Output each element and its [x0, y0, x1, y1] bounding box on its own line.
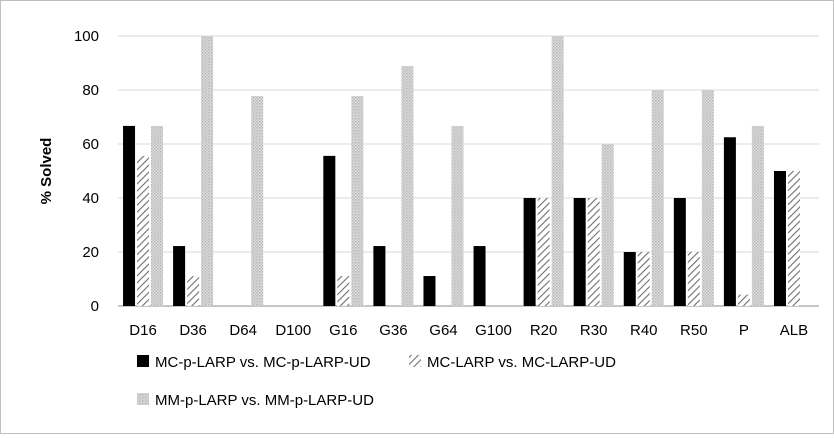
bar [573, 198, 586, 306]
bar [151, 125, 164, 306]
x-tick-label: P [739, 322, 749, 339]
legend-swatch [137, 355, 149, 367]
bar [373, 246, 386, 306]
y-axis-label: % Solved [38, 138, 55, 205]
bar [523, 198, 536, 306]
y-tick-label: 0 [91, 298, 99, 315]
bars [123, 36, 800, 306]
bar [537, 198, 550, 306]
bar [337, 276, 350, 306]
legend-label: MC-p-LARP vs. MC-p-LARP-UD [155, 354, 371, 371]
bar [123, 125, 136, 306]
legend: MC-p-LARP vs. MC-p-LARP-UD MC-LARP vs. MC… [137, 354, 616, 409]
legend-swatch [409, 355, 421, 367]
y-tick-label: 20 [82, 244, 99, 261]
bar [737, 294, 750, 306]
bar [751, 125, 764, 306]
y-tick-label: 100 [74, 28, 99, 45]
x-tick-label: R20 [530, 322, 558, 339]
bar [637, 252, 650, 306]
bar [601, 144, 614, 306]
bar [187, 276, 200, 306]
x-tick-labels: D16 D36 D64 D100 G16 G36 G64 G100 R20 R30 R40 R50 P A… [129, 322, 808, 339]
bar [773, 171, 786, 306]
bar [687, 252, 700, 306]
x-tick-label: D36 [179, 322, 207, 339]
y-tick-label: 40 [82, 190, 99, 207]
bar [351, 95, 364, 306]
bar [201, 36, 214, 306]
x-tick-label: G100 [475, 322, 512, 339]
bar [651, 90, 664, 306]
bar [137, 155, 150, 306]
legend-swatch [137, 393, 149, 405]
x-tick-label: G36 [379, 322, 407, 339]
bar [423, 276, 436, 306]
x-tick-label: D16 [129, 322, 157, 339]
y-tick-label: 60 [82, 136, 99, 153]
x-tick-label: G64 [429, 322, 457, 339]
x-tick-label: R30 [580, 322, 608, 339]
bar [673, 198, 686, 306]
bar [623, 252, 636, 306]
gridlines [118, 35, 819, 307]
x-tick-label: D64 [229, 322, 257, 339]
bar [701, 90, 714, 306]
legend-label: MM-p-LARP vs. MM-p-LARP-UD [155, 392, 374, 409]
x-tick-label: R40 [630, 322, 658, 339]
y-tick-labels: 0 20 40 60 80 100 [74, 28, 99, 315]
x-tick-label: ALB [780, 322, 808, 339]
x-tick-label: R50 [680, 322, 708, 339]
x-tick-label: G16 [329, 322, 357, 339]
bar [587, 198, 600, 306]
bar [551, 36, 564, 306]
bar [323, 155, 336, 306]
bar [451, 125, 464, 306]
bar [723, 137, 736, 306]
bar [401, 65, 414, 306]
bar [787, 171, 800, 306]
y-tick-label: 80 [82, 82, 99, 99]
bar [173, 246, 186, 306]
legend-label: MC-LARP vs. MC-LARP-UD [427, 354, 616, 371]
bar [251, 95, 264, 306]
x-tick-label: D100 [275, 322, 311, 339]
bar [473, 246, 486, 306]
